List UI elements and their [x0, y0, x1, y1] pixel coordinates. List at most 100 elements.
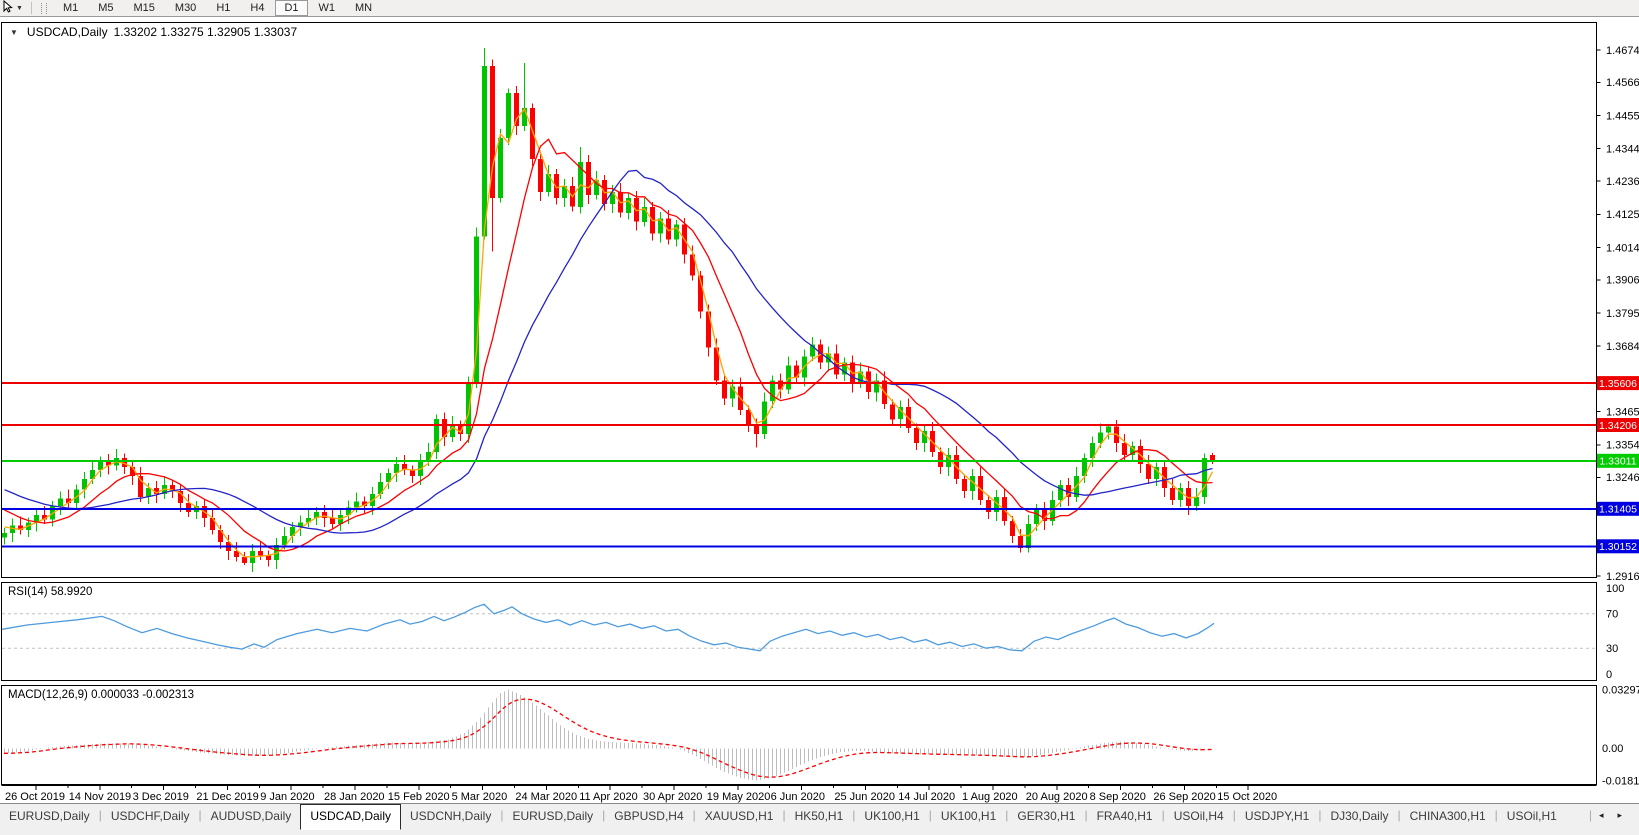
candle-body — [1106, 426, 1111, 433]
chart-tab-ger30-h1[interactable]: GER30,H1 — [1017, 809, 1076, 823]
price-axis-area[interactable] — [1597, 22, 1639, 785]
candle-body — [178, 491, 183, 503]
candle-body — [978, 476, 983, 500]
tab-separator: | — [500, 808, 504, 822]
candle-body — [210, 517, 215, 530]
price-line-badge — [1597, 501, 1639, 516]
candle-body — [842, 362, 847, 375]
date-label: 11 Apr 2020 — [579, 791, 638, 803]
date-label: 15 Oct 2020 — [1217, 791, 1277, 803]
date-label: 6 Jun 2020 — [771, 791, 825, 803]
price-axis-label: 1.33540 — [1606, 440, 1639, 452]
chart-tab-eurusd-daily[interactable]: EURUSD,Daily — [512, 809, 594, 823]
date-label: 15 Feb 2020 — [388, 791, 450, 803]
chart-tab-dj30-daily[interactable]: DJ30,Daily — [1330, 809, 1389, 823]
chart-plot-area[interactable] — [2, 22, 1596, 578]
chart-ohlc-values: 1.33202 1.33275 1.32905 1.33037 — [113, 25, 298, 39]
chart-dropdown-icon[interactable]: ▼ — [10, 27, 18, 37]
candle-body — [1066, 485, 1071, 497]
candle-body — [434, 419, 439, 453]
chart-tab-fra40-h1[interactable]: FRA40,H1 — [1096, 809, 1153, 823]
candle-body — [90, 470, 95, 480]
cursor-tool-icon[interactable] — [2, 0, 13, 16]
candle-body — [1210, 455, 1215, 460]
candle-body — [826, 353, 831, 363]
date-label: 5 Mar 2020 — [452, 791, 508, 803]
chart-tab-usoil-h4[interactable]: USOil,H4 — [1173, 809, 1224, 823]
chart-tab-usdchf-daily[interactable]: USDCHF,Daily — [110, 809, 190, 823]
price-axis-label: 1.45660 — [1606, 77, 1639, 89]
candle-body — [698, 275, 703, 312]
chart-tab-uk100-h1[interactable]: UK100,H1 — [864, 809, 920, 823]
chart-tab-eurusd-daily[interactable]: EURUSD,Daily — [9, 809, 90, 823]
candle-body — [282, 535, 287, 545]
chart-tab-usoil-h1[interactable]: USOil,H1 — [1506, 809, 1557, 823]
candle-body — [994, 497, 999, 512]
price-line-badge — [1597, 453, 1639, 468]
candle-body — [154, 488, 159, 494]
candle-body — [762, 401, 767, 435]
timeframe-button-d1[interactable]: D1 — [275, 0, 308, 16]
candle-body — [658, 218, 663, 234]
candle-body — [922, 431, 927, 444]
chart-tab-usdjpy-h1[interactable]: USDJPY,H1 — [1244, 809, 1310, 823]
candle-body — [442, 419, 447, 438]
cursor-tool-dropdown-icon[interactable]: ▼ — [16, 4, 23, 12]
candle-body — [914, 428, 919, 444]
time-axis-area[interactable] — [2, 786, 1596, 802]
candle-body — [858, 371, 863, 384]
chart-tab-uk100-h1[interactable]: UK100,H1 — [940, 809, 997, 823]
candle-body — [98, 461, 103, 471]
candle-body — [810, 344, 815, 357]
macd-axis-label: 0.032972 — [1602, 685, 1639, 697]
candle-body — [610, 191, 615, 204]
tab-scroll-left-icon[interactable]: ◂ — [1598, 809, 1604, 820]
chart-tab-hk50-h1[interactable]: HK50,H1 — [794, 809, 844, 823]
toolbar-grip[interactable] — [40, 2, 47, 14]
candle-body — [986, 500, 991, 512]
candle-body — [490, 66, 495, 198]
timeframe-button-m15[interactable]: M15 — [133, 2, 155, 14]
chart-tab-usdcad-daily[interactable]: USDCAD,Daily — [300, 804, 401, 830]
chart-title: ▼ USDCAD,Daily 1.33202 1.33275 1.32905 1.3… — [7, 25, 297, 39]
candle-body — [362, 501, 367, 506]
candle-body — [234, 550, 239, 557]
candle-body — [346, 507, 351, 515]
date-label: 30 Apr 2020 — [643, 791, 702, 803]
candle-body — [522, 108, 527, 126]
candle-body — [130, 467, 135, 477]
candle-body — [730, 386, 735, 399]
candle-body — [554, 173, 559, 198]
main-panel-frame — [1, 22, 1597, 578]
rsi-axis-label: 30 — [1606, 643, 1618, 655]
candle-body — [474, 236, 479, 384]
timeframe-button-w1[interactable]: W1 — [318, 2, 336, 14]
chart-tab-china300-h1[interactable]: CHINA300,H1 — [1409, 809, 1486, 823]
rsi-panel-area[interactable] — [2, 582, 1596, 681]
chart-tab-usdcnh-daily[interactable]: USDCNH,Daily — [410, 809, 492, 823]
tab-scroll-right-icon[interactable]: ▸ — [1617, 809, 1622, 820]
candle-body — [1010, 520, 1015, 536]
chart-tab-gbpusd-h4[interactable]: GBPUSD,H4 — [614, 809, 684, 823]
candle-body — [874, 380, 879, 393]
candle-body — [34, 515, 39, 523]
candle-body — [314, 512, 319, 518]
tab-separator: | — [1084, 808, 1088, 822]
timeframe-button-mn[interactable]: MN — [355, 2, 373, 14]
candle-body — [266, 555, 271, 560]
candle-body — [138, 476, 143, 497]
timeframe-button-h1[interactable]: H1 — [216, 2, 231, 14]
timeframe-button-m1[interactable]: M1 — [62, 2, 79, 14]
candle-body — [354, 501, 359, 508]
timeframe-button-m30[interactable]: M30 — [174, 2, 197, 14]
candle-body — [938, 452, 943, 468]
timeframe-button-m5[interactable]: M5 — [98, 2, 114, 14]
chart-tab-xauusd-h1[interactable]: XAUUSD,H1 — [704, 809, 774, 823]
price-line-badge — [1597, 539, 1639, 554]
candle-body — [506, 93, 511, 138]
macd-panel-area[interactable] — [2, 685, 1596, 785]
candle-body — [1034, 509, 1039, 524]
timeframe-button-h4[interactable]: H4 — [250, 2, 265, 14]
chart-tab-audusd-daily[interactable]: AUDUSD,Daily — [210, 809, 292, 823]
